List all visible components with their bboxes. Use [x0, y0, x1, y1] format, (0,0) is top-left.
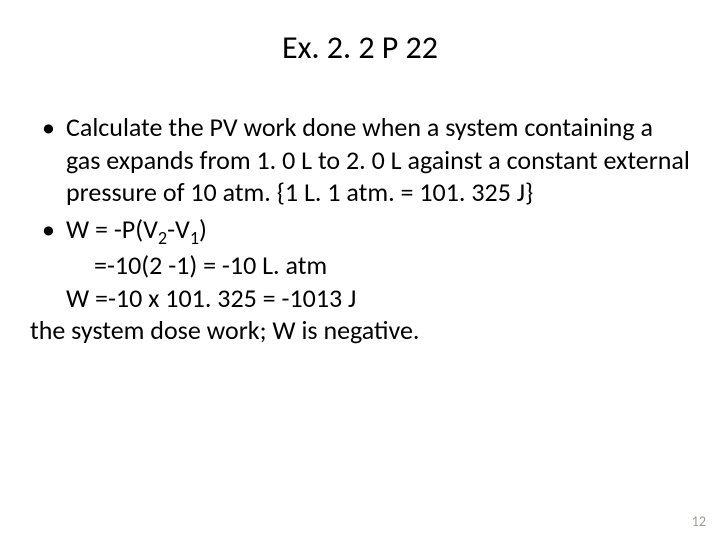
page-number: 12: [692, 513, 706, 530]
calc-line-1: =-10(2 -1) = -10 L. atm: [30, 249, 690, 282]
bullet-formula: W = -P(V2-V1): [66, 213, 690, 246]
formula-post: ): [199, 213, 207, 245]
slide-title: Ex. 2. 2 P 22: [30, 28, 690, 67]
calc-line-2: W =-10 x 101. 325 = -1013 J: [30, 282, 690, 315]
formula-pre: W = -P(V: [66, 213, 158, 245]
slide: { "title": "Ex. 2. 2 P 22", "bullets": {…: [0, 0, 720, 540]
slide-body: Calculate the PV work done when a system…: [30, 111, 690, 347]
conclusion-line: the system dose work; W is negative.: [30, 314, 690, 347]
formula-sub2: 1: [190, 227, 199, 249]
formula-mid: -V: [167, 213, 190, 245]
formula-sub1: 2: [158, 227, 167, 249]
bullet-problem: Calculate the PV work done when a system…: [66, 111, 690, 209]
